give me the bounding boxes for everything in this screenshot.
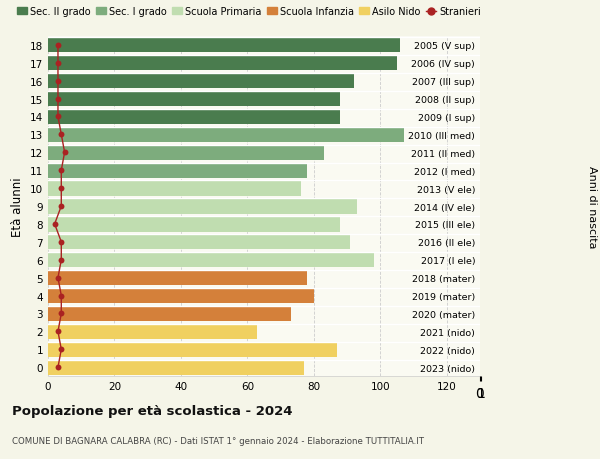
Bar	[48, 288, 314, 303]
Point	[50, 221, 59, 228]
Point	[53, 113, 63, 121]
Point	[56, 257, 66, 264]
Point	[53, 95, 63, 103]
Bar	[48, 217, 340, 232]
Bar	[48, 252, 374, 268]
Point	[56, 185, 66, 192]
Point	[56, 346, 66, 353]
Point	[53, 78, 63, 85]
Bar	[48, 128, 404, 143]
Text: COMUNE DI BAGNARA CALABRA (RC) - Dati ISTAT 1° gennaio 2024 - Elaborazione TUTTI: COMUNE DI BAGNARA CALABRA (RC) - Dati IS…	[12, 436, 424, 445]
Point	[56, 239, 66, 246]
Bar	[48, 92, 340, 107]
Point	[53, 328, 63, 336]
Bar	[48, 199, 357, 214]
Y-axis label: Età alunni: Età alunni	[11, 177, 25, 236]
Bar	[48, 306, 290, 321]
Point	[60, 149, 70, 157]
Bar	[48, 74, 354, 89]
Bar	[48, 163, 307, 179]
Bar	[48, 270, 307, 285]
Point	[56, 203, 66, 210]
Text: Popolazione per età scolastica - 2024: Popolazione per età scolastica - 2024	[12, 404, 293, 417]
Bar	[48, 235, 350, 250]
Bar	[48, 38, 400, 53]
Point	[53, 42, 63, 49]
Point	[53, 364, 63, 371]
Point	[56, 310, 66, 318]
Point	[56, 131, 66, 139]
Legend: Sec. II grado, Sec. I grado, Scuola Primaria, Scuola Infanzia, Asilo Nido, Stran: Sec. II grado, Sec. I grado, Scuola Prim…	[17, 7, 481, 17]
Bar	[48, 181, 301, 196]
Text: Anni di nascita: Anni di nascita	[587, 165, 597, 248]
Point	[56, 292, 66, 300]
Bar	[48, 110, 340, 125]
Point	[53, 274, 63, 282]
Bar	[48, 360, 304, 375]
Bar	[48, 342, 337, 357]
Point	[53, 60, 63, 67]
Bar	[48, 146, 324, 161]
Point	[56, 167, 66, 174]
Bar	[48, 56, 397, 71]
Bar	[48, 324, 257, 339]
